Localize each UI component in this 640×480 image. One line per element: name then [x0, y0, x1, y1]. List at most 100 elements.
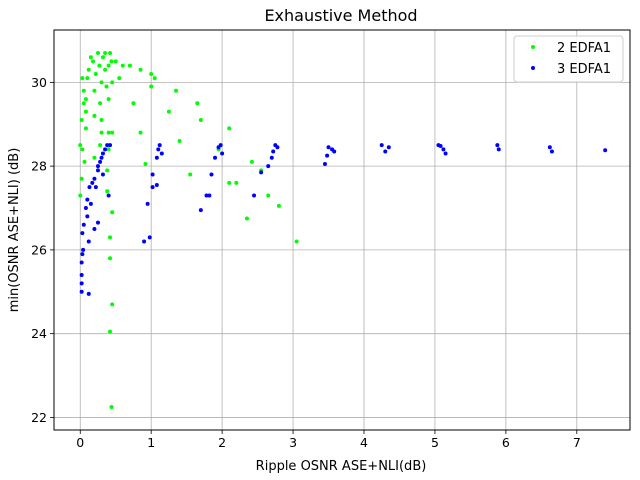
legend-marker [531, 45, 535, 49]
data-point [99, 118, 104, 123]
data-point [166, 109, 171, 114]
data-point [113, 59, 118, 64]
data-point [100, 55, 105, 60]
data-point [322, 162, 327, 167]
data-point [220, 151, 225, 156]
data-point [110, 302, 115, 307]
data-point [98, 143, 103, 148]
x-axis-label: Ripple OSNR ASE+NLI(dB) [256, 459, 427, 474]
x-tick-label: 5 [431, 435, 439, 450]
data-point [244, 216, 249, 221]
data-point [79, 281, 84, 286]
data-point [99, 130, 104, 135]
data-point [103, 51, 108, 56]
data-point [252, 193, 257, 198]
data-point [104, 84, 109, 89]
data-point [106, 147, 111, 152]
data-point [103, 147, 108, 152]
data-point [549, 149, 554, 154]
x-tick-label: 6 [502, 435, 510, 450]
data-point [157, 143, 162, 148]
data-point [150, 172, 155, 177]
data-point [127, 63, 132, 68]
series-2-points [79, 143, 608, 296]
series-1-points [78, 51, 299, 409]
data-point [379, 143, 384, 148]
data-point [438, 144, 443, 149]
data-point [100, 172, 105, 177]
data-point [195, 101, 200, 106]
data-point [80, 231, 85, 236]
data-point [109, 404, 114, 409]
data-point [99, 80, 104, 85]
data-point [105, 189, 110, 194]
data-point [79, 176, 84, 181]
data-point [156, 147, 161, 152]
data-point [326, 145, 331, 150]
data-point [86, 291, 91, 296]
legend-marker [531, 66, 535, 70]
data-point [95, 168, 100, 173]
data-point [147, 235, 152, 240]
data-point [85, 197, 90, 202]
data-point [108, 143, 113, 148]
data-point [85, 214, 90, 219]
data-point [86, 239, 91, 244]
data-point [234, 180, 239, 185]
data-point [78, 143, 83, 148]
data-point [271, 149, 276, 154]
grid [54, 30, 630, 430]
data-point [106, 63, 111, 68]
data-point [332, 149, 337, 154]
data-point [109, 59, 114, 64]
data-point [154, 155, 159, 160]
legend: 2 EDFA1 3 EDFA1 [513, 35, 624, 83]
chart-title: Exhaustive Method [264, 6, 417, 25]
data-point [83, 126, 88, 131]
data-point [105, 168, 110, 173]
data-point [120, 63, 125, 68]
data-point [108, 256, 113, 261]
x-tick-label: 1 [147, 435, 155, 450]
data-point [98, 159, 103, 164]
data-point [92, 113, 97, 118]
y-tick-label: 28 [31, 159, 47, 174]
data-point [85, 76, 90, 81]
data-point [83, 97, 88, 102]
data-point [142, 239, 147, 244]
data-point [88, 201, 93, 206]
data-point [150, 185, 155, 190]
legend-box [513, 35, 624, 83]
data-point [79, 273, 84, 278]
data-point [276, 203, 281, 208]
data-point [547, 145, 552, 150]
y-tick-label: 22 [31, 410, 47, 425]
y-tick-label: 24 [31, 326, 47, 341]
data-point [177, 138, 182, 143]
data-point [92, 226, 97, 231]
data-point [105, 143, 110, 148]
data-point [83, 109, 88, 114]
data-point [82, 159, 87, 164]
data-point [79, 118, 84, 123]
data-point [90, 180, 95, 185]
data-point [188, 172, 193, 177]
data-point [275, 145, 280, 150]
data-point [95, 220, 100, 225]
data-point [81, 222, 86, 227]
data-point [100, 151, 105, 156]
data-point [198, 208, 203, 213]
y-tick-label: 26 [31, 242, 47, 257]
data-point [266, 193, 271, 198]
data-point [98, 101, 103, 106]
data-point [159, 151, 164, 156]
data-point [93, 185, 98, 190]
data-point [81, 247, 86, 252]
data-point [443, 151, 448, 156]
x-axis-ticks: 0 1 2 3 4 5 6 7 [76, 430, 581, 450]
data-point [149, 71, 154, 76]
data-point [79, 260, 84, 265]
data-point [198, 118, 203, 123]
plot-frame [53, 29, 631, 431]
